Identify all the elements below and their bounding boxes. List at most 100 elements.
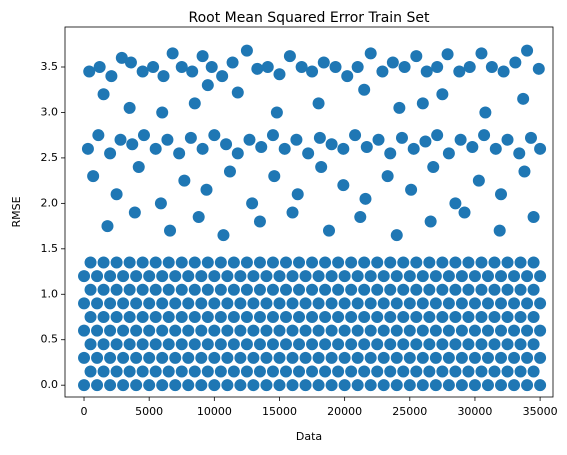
point bbox=[364, 324, 377, 337]
point bbox=[521, 379, 534, 392]
point bbox=[319, 283, 332, 296]
point bbox=[384, 283, 397, 296]
point bbox=[455, 351, 468, 364]
point bbox=[508, 379, 521, 392]
point bbox=[481, 351, 494, 364]
point bbox=[410, 283, 423, 296]
point bbox=[234, 270, 247, 283]
point bbox=[97, 88, 110, 101]
point bbox=[442, 297, 455, 310]
point bbox=[449, 365, 462, 378]
point bbox=[441, 48, 454, 61]
point bbox=[381, 170, 394, 183]
point bbox=[312, 270, 325, 283]
point bbox=[143, 270, 156, 283]
point bbox=[306, 283, 319, 296]
point bbox=[332, 283, 345, 296]
x-tick-label: 20000 bbox=[327, 405, 362, 418]
point bbox=[130, 351, 143, 364]
point bbox=[91, 324, 104, 337]
point bbox=[514, 311, 527, 323]
point bbox=[532, 62, 545, 75]
point bbox=[416, 297, 429, 310]
point bbox=[293, 365, 306, 378]
point bbox=[130, 270, 143, 283]
point bbox=[508, 324, 521, 337]
point bbox=[431, 129, 444, 142]
point bbox=[97, 256, 110, 269]
point bbox=[495, 188, 508, 201]
point bbox=[214, 338, 227, 351]
point bbox=[384, 365, 397, 378]
point bbox=[306, 256, 319, 269]
y-axis-label: RMSE bbox=[10, 196, 23, 227]
point bbox=[226, 56, 239, 69]
point bbox=[462, 365, 475, 378]
point bbox=[188, 283, 201, 296]
point bbox=[246, 197, 259, 210]
point bbox=[416, 270, 429, 283]
point bbox=[478, 129, 491, 142]
point bbox=[164, 224, 177, 237]
point bbox=[358, 365, 371, 378]
point bbox=[325, 351, 338, 364]
point bbox=[156, 379, 169, 392]
point bbox=[501, 338, 514, 351]
point bbox=[455, 324, 468, 337]
point bbox=[115, 51, 128, 64]
point bbox=[192, 211, 205, 223]
point bbox=[132, 161, 145, 173]
point bbox=[449, 197, 462, 210]
point bbox=[110, 283, 123, 296]
point bbox=[351, 61, 364, 73]
point bbox=[371, 338, 384, 351]
point bbox=[143, 324, 156, 337]
point bbox=[175, 311, 188, 323]
point bbox=[419, 135, 432, 148]
point bbox=[534, 351, 547, 364]
point bbox=[117, 379, 130, 392]
x-tick-label: 35000 bbox=[523, 405, 558, 418]
point bbox=[329, 61, 342, 73]
point bbox=[488, 338, 501, 351]
point bbox=[427, 161, 440, 173]
point bbox=[479, 106, 492, 119]
point bbox=[458, 206, 471, 219]
point bbox=[123, 311, 136, 323]
point bbox=[462, 338, 475, 351]
point bbox=[472, 174, 485, 187]
point bbox=[299, 324, 312, 337]
point bbox=[188, 97, 201, 110]
point bbox=[332, 311, 345, 323]
point bbox=[527, 211, 540, 223]
point bbox=[227, 338, 240, 351]
point bbox=[214, 365, 227, 378]
point bbox=[266, 338, 279, 351]
point bbox=[416, 379, 429, 392]
point bbox=[508, 270, 521, 283]
point bbox=[436, 338, 449, 351]
point bbox=[273, 379, 286, 392]
point bbox=[104, 297, 117, 310]
point bbox=[273, 351, 286, 364]
point bbox=[117, 297, 130, 310]
point bbox=[371, 256, 384, 269]
point bbox=[455, 270, 468, 283]
point bbox=[188, 338, 201, 351]
point bbox=[475, 365, 488, 378]
point bbox=[247, 379, 260, 392]
point bbox=[261, 61, 274, 73]
point bbox=[527, 311, 540, 323]
point bbox=[371, 283, 384, 296]
point bbox=[273, 68, 286, 81]
point bbox=[501, 311, 514, 323]
point bbox=[240, 256, 253, 269]
point bbox=[436, 311, 449, 323]
point bbox=[84, 283, 97, 296]
point bbox=[149, 283, 162, 296]
point bbox=[436, 256, 449, 269]
point bbox=[123, 365, 136, 378]
point bbox=[260, 297, 273, 310]
point bbox=[527, 338, 540, 351]
point bbox=[92, 129, 105, 142]
